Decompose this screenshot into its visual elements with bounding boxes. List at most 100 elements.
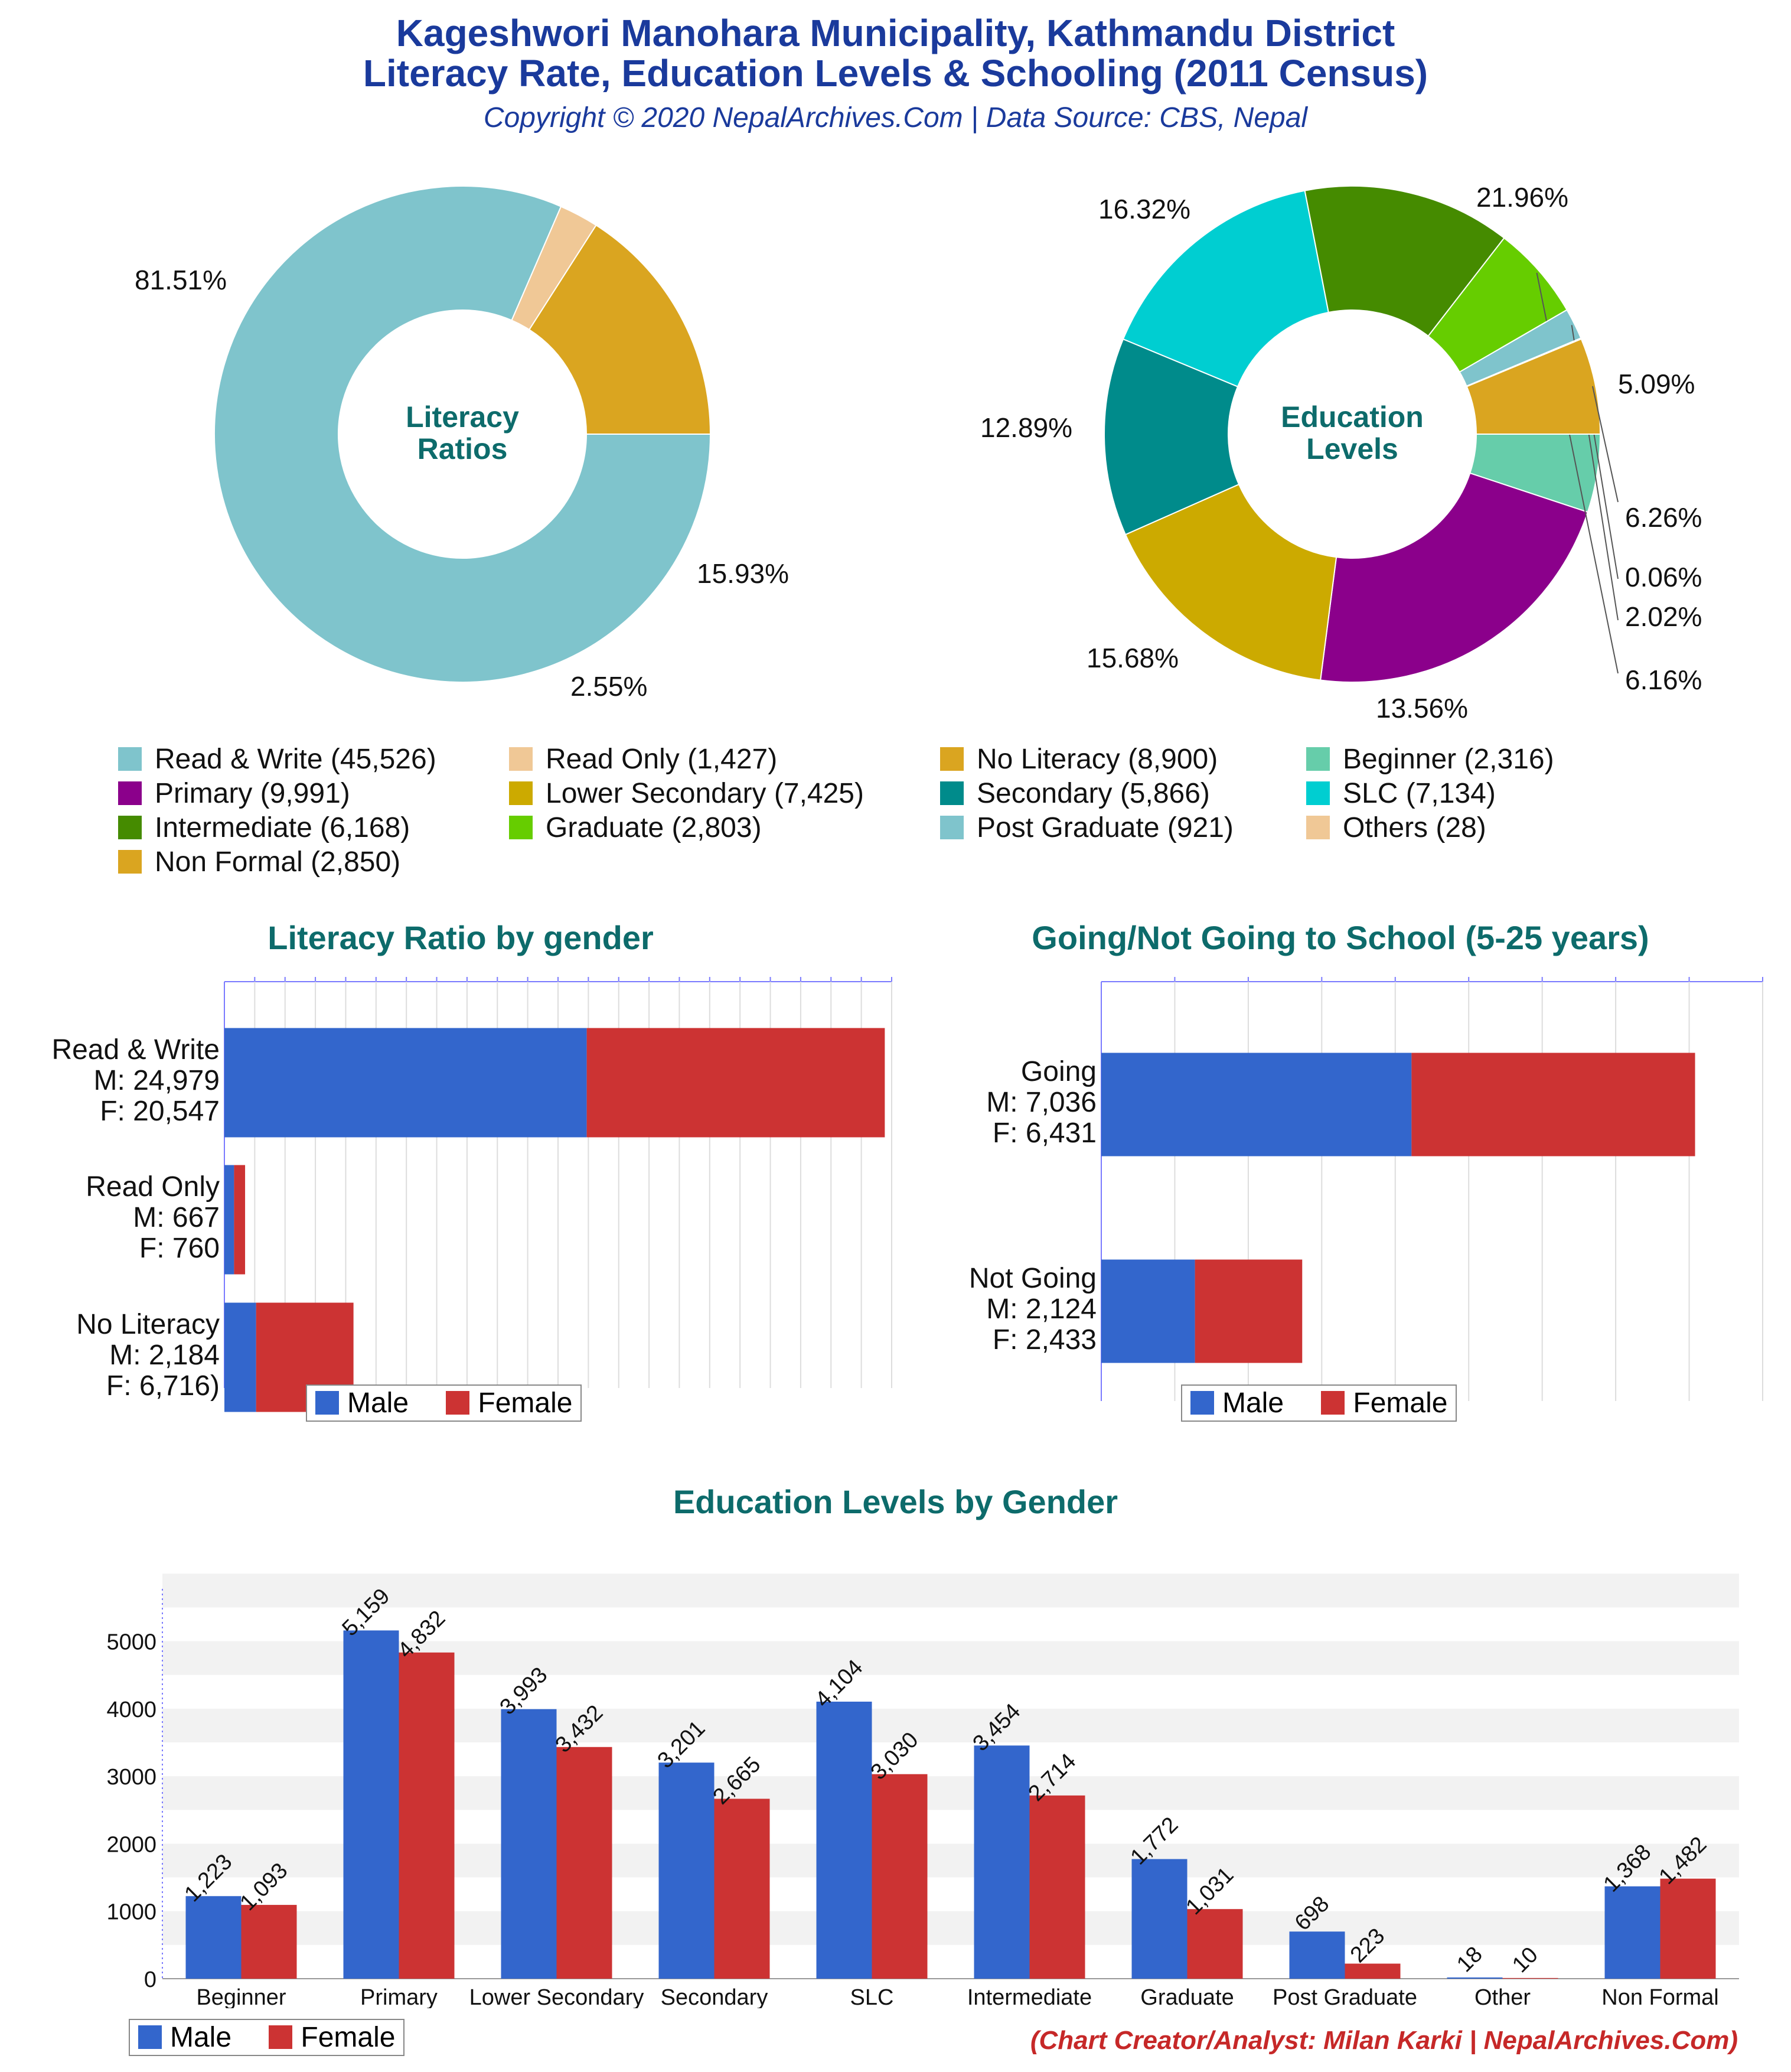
bar-female <box>1411 1053 1695 1156</box>
legend-swatch <box>118 816 142 839</box>
y-tick-label: 1000 <box>106 1900 156 1925</box>
education-levels-donut: 5.09% 21.96% 16.32% 12.89% 15.68% 13.56% 6.16%… <box>980 182 1702 724</box>
bar-male <box>343 1630 399 1979</box>
legend-item: Secondary (5,866) <box>940 777 1210 810</box>
bar-male <box>974 1745 1030 1979</box>
male-swatch <box>138 2025 162 2049</box>
legend-label: Primary (9,991) <box>155 778 350 809</box>
category-label: Read Only <box>86 1171 220 1203</box>
female-swatch <box>269 2025 293 2049</box>
legend-swatch <box>509 816 533 839</box>
legend-label: Non Formal (2,850) <box>155 846 401 878</box>
bar-male <box>1604 1886 1660 1979</box>
donut-center-label: Education <box>1281 400 1424 434</box>
x-tick-label: Non Formal <box>1601 1985 1719 2008</box>
education-gender-bars: 0100020003000400050001,2231,093Beginner5… <box>106 1573 1739 2008</box>
y-tick-label: 4000 <box>106 1698 156 1722</box>
bar-male <box>224 1165 234 1275</box>
legend-item: Intermediate (6,168) <box>118 812 410 844</box>
category-label: No Literacy <box>76 1309 220 1340</box>
donut-slice-label: 12.89% <box>980 412 1072 443</box>
donut-slice-label: 21.96% <box>1476 182 1568 213</box>
bar-female <box>1195 1259 1303 1363</box>
legend-item: Non Formal (2,850) <box>118 846 400 878</box>
male-swatch <box>1190 1391 1214 1415</box>
y-tick-label: 2000 <box>106 1832 156 1857</box>
legend-label: Read & Write (45,526) <box>155 744 436 775</box>
legend-item: Primary (9,991) <box>118 777 350 810</box>
bar-male <box>1131 1859 1188 1979</box>
y-tick-label: 3000 <box>106 1765 156 1790</box>
category-label: F: 20,547 <box>100 1096 220 1127</box>
x-tick-label: Lower Secondary <box>469 1985 644 2008</box>
legend-swatch <box>940 816 964 839</box>
bar-male <box>224 1028 587 1138</box>
legend-item: Read & Write (45,526) <box>118 743 436 776</box>
bar-male <box>1101 1053 1412 1156</box>
x-tick-label: Graduate <box>1140 1985 1234 2008</box>
legend-female-label: Female <box>478 1387 573 1419</box>
x-tick-label: Beginner <box>196 1985 286 2008</box>
education-gender-chart: 0100020003000400050001,2231,093Beginner5… <box>106 1573 1739 2008</box>
bar-male <box>1101 1259 1195 1363</box>
school-gender-legend: Male Female <box>1181 1384 1457 1422</box>
category-label: Not Going <box>969 1263 1097 1294</box>
donut-slice-label: 15.93% <box>697 558 789 589</box>
bar-male <box>1289 1931 1345 1979</box>
x-tick-label: SLC <box>850 1985 894 2008</box>
chart-credit: (Chart Creator/Analyst: Milan Karki | Ne… <box>1030 2026 1738 2055</box>
bar-female <box>234 1165 246 1275</box>
x-tick-label: Post Graduate <box>1273 1985 1417 2008</box>
donut-slice-label: 15.68% <box>1087 643 1179 673</box>
bar-female <box>1029 1795 1085 1979</box>
donut-slice-label: 81.51% <box>135 265 227 295</box>
donut-slice-label: 16.32% <box>1098 194 1190 224</box>
category-label: M: 7,036 <box>986 1087 1097 1118</box>
education-gender-legend: Male Female <box>129 2019 405 2056</box>
x-tick-label: Intermediate <box>967 1985 1092 2008</box>
category-label: M: 667 <box>133 1202 220 1233</box>
category-label: M: 2,184 <box>109 1340 220 1371</box>
donut-center-label: Levels <box>1306 432 1398 465</box>
bar-female <box>586 1028 885 1138</box>
legend-male-label: Male <box>1222 1387 1284 1419</box>
legend-male-label: Male <box>347 1387 409 1419</box>
legend-item: Beginner (2,316) <box>1306 743 1554 776</box>
donut-hole <box>338 310 586 558</box>
page-title-line2: Literacy Rate, Education Levels & School… <box>363 52 1428 95</box>
male-swatch <box>315 1391 339 1415</box>
bar-female <box>556 1747 612 1979</box>
donut-slice-label: 2.02% <box>1625 601 1702 632</box>
bar-male <box>658 1762 715 1979</box>
female-swatch <box>1321 1391 1345 1415</box>
legend-female-label: Female <box>1353 1387 1448 1419</box>
donut-slice-label: 6.16% <box>1625 664 1702 695</box>
legend-label: Graduate (2,803) <box>546 812 762 843</box>
category-label: M: 24,979 <box>94 1065 220 1096</box>
legend-label: No Literacy (8,900) <box>977 744 1218 775</box>
grid-band <box>162 1607 1739 1641</box>
legend-swatch <box>940 781 964 805</box>
bar-male <box>1447 1977 1503 1979</box>
donut-center-label: Ratios <box>417 432 508 465</box>
literacy-by-gender-title: Literacy Ratio by gender <box>267 919 654 956</box>
female-swatch <box>446 1391 470 1415</box>
legend-swatch <box>118 747 142 771</box>
legend-swatch <box>118 781 142 805</box>
donut-slice-label: 13.56% <box>1376 693 1468 724</box>
legend-label: Others (28) <box>1343 812 1486 843</box>
legend-label: Intermediate (6,168) <box>155 812 410 843</box>
x-tick-label: Other <box>1474 1985 1531 2008</box>
education-by-gender-title: Education Levels by Gender <box>673 1483 1118 1520</box>
bar-female <box>399 1652 455 1979</box>
legend-label: Secondary (5,866) <box>977 778 1210 809</box>
bar-male <box>501 1709 557 1979</box>
category-label: Read & Write <box>51 1034 220 1066</box>
legend-female-label: Female <box>301 2022 396 2053</box>
legend-swatch <box>940 747 964 771</box>
bar-male <box>816 1701 872 1979</box>
category-label: F: 6,716) <box>106 1370 220 1402</box>
